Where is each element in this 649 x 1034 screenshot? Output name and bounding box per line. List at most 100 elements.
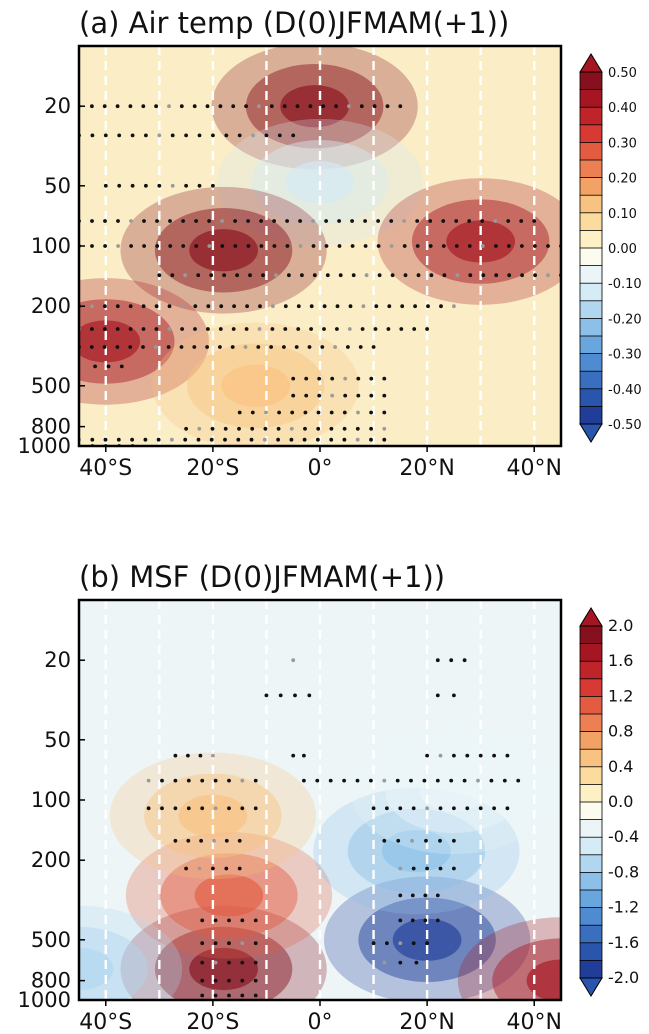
stipple-dot — [465, 806, 470, 811]
stipple-dot — [128, 345, 133, 349]
stipple-dot — [170, 273, 175, 278]
stipple-dot — [90, 304, 94, 309]
colorbar-segment — [579, 924, 603, 944]
stipple-dot — [246, 244, 251, 248]
stipple-dot — [309, 304, 314, 309]
stipple-dot — [494, 244, 498, 248]
stipple-dot — [386, 327, 391, 331]
stipple-dot — [374, 304, 379, 309]
stipple-dot — [259, 244, 264, 248]
stipple-dot — [382, 393, 387, 398]
colorbar-segment — [579, 405, 603, 425]
stipple-dot — [316, 426, 321, 431]
stipple-dot — [398, 806, 403, 811]
colorbar-segment — [579, 124, 603, 144]
stipple-dot — [206, 304, 211, 309]
stipple-dot — [320, 345, 325, 349]
stipple-dot — [141, 345, 145, 349]
stipple-dot — [232, 304, 237, 309]
stipple-dot — [116, 244, 120, 248]
colorbar-segment — [579, 696, 603, 715]
stipple-dot — [360, 327, 365, 331]
stipple-dot — [223, 437, 227, 442]
stipple-dot — [220, 244, 225, 248]
stipple-dot — [130, 183, 135, 188]
stipple-dot — [359, 104, 364, 109]
stipple-dot — [129, 219, 133, 223]
colorbar-label: 1.2 — [608, 686, 633, 705]
stipple-dot — [302, 437, 307, 442]
stipple-dot — [227, 778, 231, 783]
stipple-dot — [227, 960, 231, 965]
stipple-dot — [240, 993, 245, 998]
colorbar-segment — [579, 836, 603, 856]
stipple-dot — [277, 410, 281, 415]
stipple-dot — [411, 806, 416, 811]
stipple-dot — [129, 244, 134, 248]
stipple-dot — [269, 104, 274, 109]
stipple-dot — [213, 918, 218, 923]
stipple-dot — [274, 273, 278, 278]
stipple-dot — [489, 778, 494, 783]
stipple-dot — [369, 410, 373, 415]
stipple-dot — [167, 304, 172, 309]
stipple-dot — [90, 327, 94, 331]
stipple-dot — [342, 778, 346, 783]
stipple-dot — [240, 778, 245, 783]
stipple-dot — [154, 327, 159, 331]
colorbar-label: 1.6 — [608, 651, 633, 670]
stipple-dot — [272, 244, 277, 248]
stipple-dot — [166, 345, 171, 349]
colorbar-label: -2.0 — [608, 968, 639, 987]
stipple-dot — [478, 753, 483, 758]
stipple-dot — [355, 426, 360, 431]
stipple-dot — [328, 778, 333, 783]
stipple-dot — [376, 244, 381, 248]
stipple-dot — [389, 244, 394, 248]
colorbar-segment — [579, 907, 603, 926]
stipple-dot — [263, 426, 268, 431]
stipple-dot — [363, 219, 367, 223]
stipple-dot — [454, 219, 459, 223]
stipple-dot — [173, 838, 178, 843]
stipple-dot — [244, 104, 249, 109]
stipple-dot — [429, 273, 434, 278]
stipple-dot — [212, 838, 216, 843]
field-feature — [419, 769, 489, 812]
stipple-dot — [186, 806, 191, 811]
stipple-dot — [209, 273, 214, 278]
y-tick-label: 20 — [44, 648, 71, 672]
stipple-dot — [184, 183, 189, 188]
stipple-dot — [296, 327, 301, 331]
stipple-dot — [398, 866, 403, 871]
stipple-dot — [400, 304, 405, 309]
stipple-dot — [342, 437, 347, 442]
stipple-dot — [302, 753, 306, 758]
stipple-dot — [237, 866, 242, 871]
stipple-dot — [200, 941, 205, 946]
stipple-dot — [237, 838, 242, 843]
stipple-dot — [311, 219, 315, 223]
y-tick-label: 50 — [44, 728, 71, 752]
colorbar-segment — [579, 247, 603, 267]
stipple-dot — [143, 437, 148, 442]
stipple-dot — [334, 104, 338, 109]
stipple-dot — [413, 304, 417, 309]
stipple-dot — [481, 273, 486, 278]
stipple-dot — [258, 304, 262, 309]
stipple-dot — [414, 960, 419, 965]
colorbar-label: 0.10 — [608, 207, 637, 222]
stipple-dot — [102, 327, 107, 331]
stipple-dot — [269, 345, 273, 349]
x-tick-label: 0° — [308, 456, 333, 481]
stipple-dot — [243, 345, 248, 349]
stipple-dot — [251, 133, 256, 138]
stipple-dot — [287, 273, 291, 278]
x-tick-label: 40°S — [79, 456, 132, 481]
stipple-dot — [250, 426, 255, 431]
stipple-dot — [403, 273, 408, 278]
stipple-dot — [253, 918, 258, 923]
y-tick-label: 1000 — [18, 434, 71, 458]
stipple-dot — [193, 304, 198, 309]
